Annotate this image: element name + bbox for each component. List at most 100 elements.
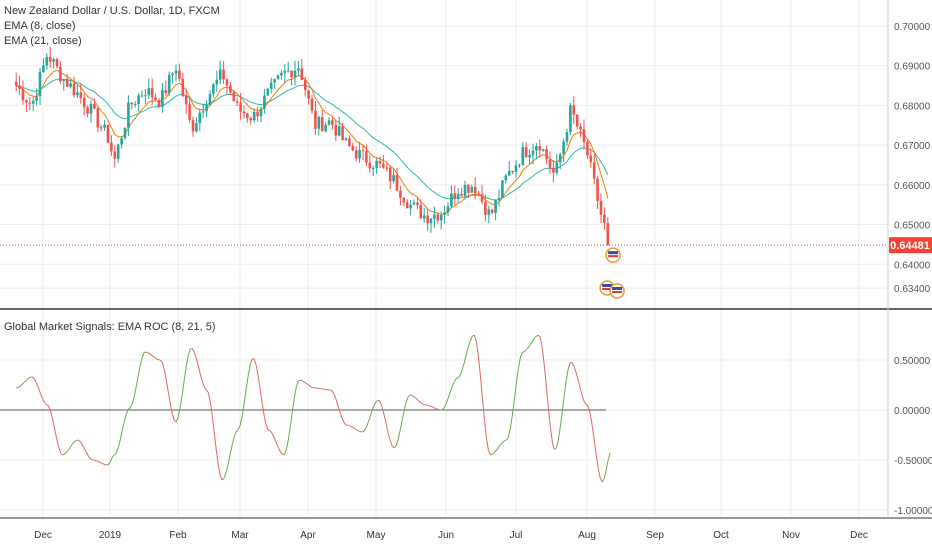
candle-body <box>133 103 137 105</box>
roc-segment <box>430 405 433 408</box>
price-tick-label: 0.69000 <box>894 62 931 73</box>
candle <box>239 92 242 120</box>
candle-body <box>405 202 409 209</box>
candle <box>178 63 181 82</box>
roc-segment <box>525 347 529 351</box>
price-axis[interactable]: 0.70000 0.69000 0.68000 0.67000 0.66000 0.650… <box>894 22 931 295</box>
roc-segment <box>605 459 609 470</box>
time-tick-label: Jun <box>438 530 454 541</box>
roc-segment <box>461 362 465 371</box>
candle <box>470 184 474 193</box>
ema-21-legend[interactable]: EMA (21, close) <box>4 35 82 47</box>
candle-body <box>494 199 497 213</box>
candle <box>412 199 416 205</box>
candle-body <box>150 88 154 98</box>
time-tick-label: Sep <box>646 530 664 541</box>
candle-body <box>320 116 324 132</box>
candle-body <box>419 204 423 219</box>
candle-body <box>582 129 586 143</box>
candle-body <box>184 95 188 105</box>
roc-segment <box>329 389 333 392</box>
roc-segment <box>537 334 541 338</box>
roc-segment <box>343 422 347 426</box>
candle <box>79 83 83 104</box>
candle <box>266 87 270 96</box>
price-pane[interactable] <box>0 47 888 299</box>
roc-segment <box>85 451 89 456</box>
symbol-title[interactable]: New Zealand Dollar / U.S. Dollar, 1D, FX… <box>4 5 220 17</box>
candle-body <box>31 100 35 104</box>
roc-segment <box>573 366 577 373</box>
candle <box>446 202 450 217</box>
roc-segment <box>67 446 71 451</box>
candle-body <box>596 178 599 201</box>
candle <box>103 119 106 131</box>
roc-segment <box>31 376 35 380</box>
time-axis[interactable]: Dec 2019 Feb Mar Apr May Jun Jul Aug Sep Oct Nov Dec <box>34 530 868 541</box>
roc-segment <box>561 395 565 413</box>
roc-segment <box>355 429 359 432</box>
candle-body <box>521 147 525 165</box>
flag-stripe <box>608 255 619 258</box>
candle <box>222 61 225 84</box>
candle <box>480 184 484 205</box>
candle-body <box>140 95 144 97</box>
roc-segment <box>45 404 49 406</box>
candle-body <box>55 59 59 67</box>
candle-body <box>575 114 579 127</box>
roc-segment <box>389 440 393 447</box>
roc-segment <box>227 454 231 464</box>
candle-body <box>361 150 365 152</box>
roc-segment <box>185 355 189 367</box>
candle-body <box>286 70 290 72</box>
roc-segment <box>501 440 505 444</box>
candle-body <box>222 69 225 80</box>
roc-segment <box>547 406 551 426</box>
time-tick-label: 2019 <box>99 530 122 541</box>
candle <box>341 122 344 141</box>
roc-segment <box>79 441 83 445</box>
time-tick-label: Jul <box>510 530 523 541</box>
flag-stripe <box>608 251 619 255</box>
roc-segment <box>63 452 67 455</box>
candle-body <box>276 75 280 79</box>
candle-body <box>433 214 436 219</box>
candle <box>535 143 538 160</box>
roc-segment <box>123 414 127 423</box>
candle <box>242 105 246 119</box>
roc-segment <box>539 337 543 348</box>
roc-segment <box>187 348 191 356</box>
candle <box>55 57 59 69</box>
candle <box>494 199 497 221</box>
flag-stripe <box>612 287 623 290</box>
roc-segment <box>337 406 341 413</box>
roc-segment <box>125 409 129 415</box>
candle-body <box>89 104 93 114</box>
roc-segment <box>513 384 517 401</box>
candle-body <box>388 167 392 182</box>
roc-segment <box>413 396 417 399</box>
candle-body <box>266 88 270 96</box>
candle-body <box>592 162 596 179</box>
candle <box>603 207 606 230</box>
roc-segment <box>585 404 589 407</box>
time-tick-label: Dec <box>34 530 52 541</box>
candle-body <box>470 186 474 193</box>
roc-segment <box>303 381 307 384</box>
ema-8-legend[interactable]: EMA (8, close) <box>4 20 76 32</box>
roc-segment <box>243 388 247 403</box>
roc-segment <box>81 444 85 449</box>
roc-segment <box>21 381 25 385</box>
ema-roc-pane[interactable] <box>0 334 611 483</box>
candle <box>249 116 253 126</box>
roc-segment <box>383 415 387 425</box>
roc-segment <box>263 416 267 426</box>
roc-axis[interactable]: 0.50000 0.00000 -0.50000 -1.00000 <box>894 356 932 517</box>
candle <box>18 75 21 96</box>
candle <box>541 148 545 152</box>
economic-event-markers[interactable] <box>599 247 625 299</box>
indicator-title[interactable]: Global Market Signals: EMA ROC (8, 21, 5… <box>4 321 216 333</box>
roc-tick-label: -1.00000 <box>894 506 932 517</box>
candle-body <box>280 72 283 76</box>
